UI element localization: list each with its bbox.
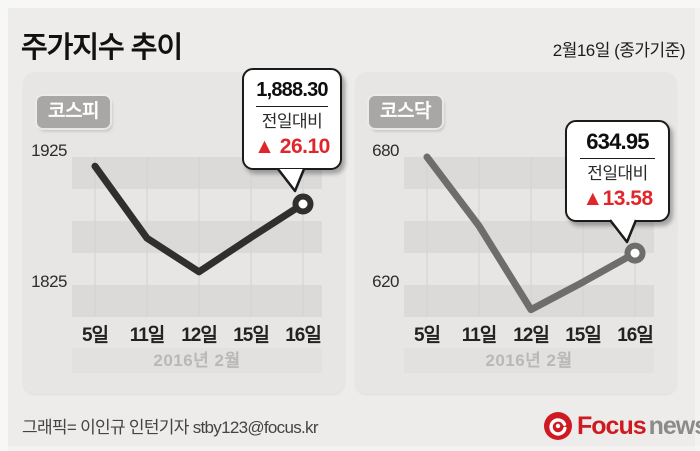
callout-change-up: ▲ 26.10 bbox=[254, 135, 330, 158]
x-axis-label: 15일 bbox=[233, 325, 270, 346]
y-axis-tick: 680 bbox=[372, 141, 399, 160]
x-axis-label: 11일 bbox=[461, 325, 498, 346]
date-note: 2월16일 (종가기준) bbox=[552, 41, 686, 60]
x-axis-label: 5일 bbox=[413, 325, 441, 346]
callout-value: 634.95 bbox=[586, 129, 649, 154]
frame-edge bbox=[0, 446, 700, 451]
x-axis-label: 16일 bbox=[285, 325, 322, 346]
kospi-callout: 1,888.30 전일대비 ▲ 26.10 bbox=[242, 68, 342, 170]
kosdaq-panel: 코스닥 680 620 5일 11일 12일 15일 16일 2016년 2월 … bbox=[355, 72, 677, 394]
x-axis-label: 12일 bbox=[181, 325, 218, 346]
last-point-marker bbox=[624, 242, 646, 264]
last-point-marker bbox=[292, 193, 314, 215]
band-stripe bbox=[404, 221, 654, 253]
month-label: 2016년 2월 bbox=[404, 348, 654, 373]
credit-line: 그래픽= 이인규 인턴기자 stby123@focus.kr bbox=[22, 418, 319, 437]
logo-text-focus: Focus bbox=[577, 411, 647, 440]
x-axis-label: 11일 bbox=[129, 325, 166, 346]
frame-edge bbox=[0, 0, 700, 8]
logo-text-news: news bbox=[648, 411, 700, 440]
frame-edge bbox=[695, 0, 700, 451]
callout-value: 1,888.30 bbox=[256, 79, 328, 101]
callout-change-up: ▲13.58 bbox=[582, 187, 653, 210]
kosdaq-callout: 634.95 전일대비 ▲13.58 bbox=[565, 120, 670, 222]
month-label: 2016년 2월 bbox=[72, 348, 322, 373]
kospi-series-line bbox=[91, 162, 307, 276]
kosdaq-badge: 코스닥 bbox=[369, 96, 442, 128]
focus-news-logo: Focus news bbox=[543, 410, 700, 442]
kospi-panel: 코스피 1925 1825 5일 11일 12일 15일 16일 2016년 2… bbox=[23, 68, 345, 394]
callout-label: 전일대비 bbox=[587, 164, 648, 183]
kospi-badge: 코스피 bbox=[37, 96, 110, 128]
y-axis-tick: 1925 bbox=[31, 141, 67, 160]
y-axis-tick: 1825 bbox=[31, 272, 67, 291]
x-axis-label: 5일 bbox=[81, 325, 109, 346]
kosdaq-series-line bbox=[423, 153, 639, 314]
callout-pointer bbox=[277, 168, 306, 193]
callout-divider bbox=[579, 158, 656, 159]
x-axis-label: 15일 bbox=[565, 325, 602, 346]
band-stripe bbox=[72, 221, 322, 253]
frame-edge bbox=[0, 0, 8, 451]
callout-label: 전일대비 bbox=[261, 112, 323, 131]
callout-pointer bbox=[609, 219, 638, 244]
page-title: 주가지수 추이 bbox=[21, 32, 183, 64]
x-axis-label: 12일 bbox=[513, 325, 550, 346]
band-stripe bbox=[72, 285, 322, 317]
focus-swirl-icon bbox=[544, 412, 572, 440]
y-axis-tick: 620 bbox=[372, 272, 399, 291]
callout-divider bbox=[256, 106, 328, 107]
x-axis-label: 16일 bbox=[617, 325, 654, 346]
